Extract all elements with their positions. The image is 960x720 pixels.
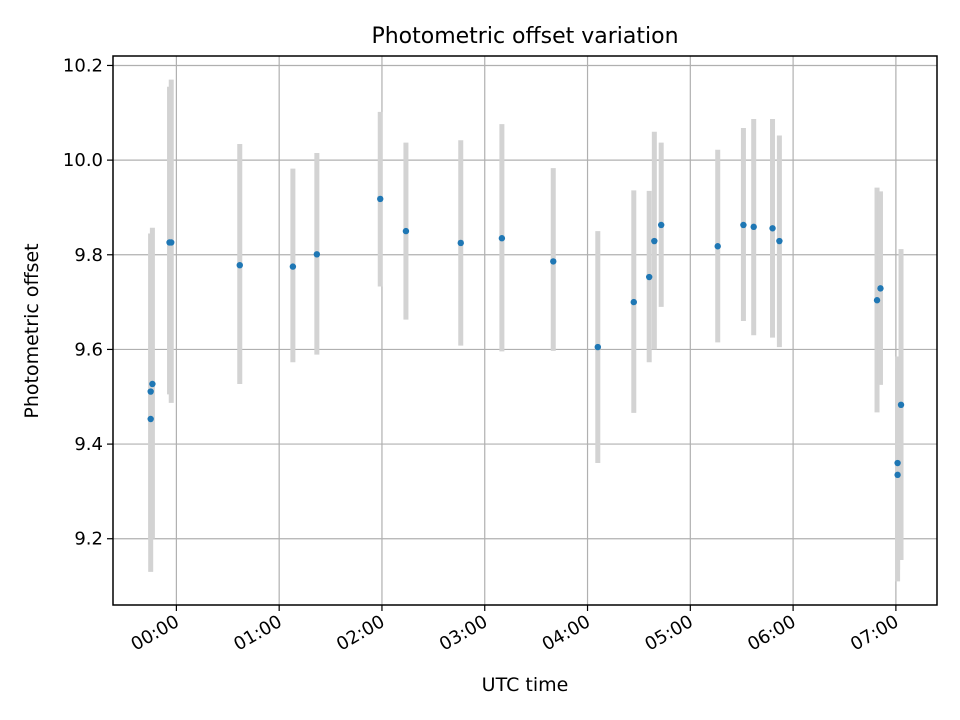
data-point: [651, 237, 658, 245]
plot-frame: [112, 55, 938, 606]
data-point: [630, 298, 637, 306]
grid-lines: [113, 56, 937, 605]
x-tick-label: 04:00: [539, 611, 594, 655]
y-axis-label: Photometric offset: [21, 243, 43, 418]
y-tick-label: 10.2: [63, 55, 103, 76]
x-tick-label: 02:00: [333, 611, 388, 655]
y-tick-label: 9.4: [74, 434, 103, 455]
data-point: [740, 221, 747, 229]
data-point: [149, 380, 156, 388]
data-point: [897, 401, 905, 409]
data-point: [377, 195, 384, 203]
data-point: [714, 243, 721, 250]
y-tick-label: 9.2: [74, 529, 103, 550]
data-point: [457, 239, 464, 247]
x-tick-label: 07:00: [847, 611, 902, 655]
x-tick-label: 01:00: [230, 611, 285, 655]
y-tick-label: 9.6: [74, 339, 103, 360]
data-point: [168, 239, 175, 246]
data-point: [236, 261, 243, 269]
x-tick-label: 03:00: [436, 611, 491, 655]
data-point: [750, 223, 757, 231]
data-point: [894, 459, 901, 467]
error-bars: [148, 79, 904, 582]
axis-ticks: 00:00 01:00 02:00 03:00 04:00 05:00 06:00 07:00…: [63, 55, 902, 655]
data-point: [769, 225, 776, 232]
y-tick-label: 10.0: [63, 150, 103, 171]
y-tick-label: 9.8: [74, 245, 103, 266]
data-point: [402, 227, 410, 235]
data-point: [289, 263, 297, 270]
data-point: [550, 258, 557, 265]
data-point: [147, 388, 154, 395]
data-point: [498, 235, 506, 242]
x-tick-label: 00:00: [127, 611, 182, 655]
data-point: [657, 221, 665, 229]
data-point: [594, 343, 602, 351]
data-point: [645, 273, 653, 281]
data-point: [147, 415, 154, 423]
data-point: [873, 297, 881, 304]
x-axis-label: UTC time: [482, 674, 569, 696]
chart-title: Photometric offset variation: [371, 24, 678, 49]
data-point: [877, 285, 884, 292]
data-point: [313, 251, 321, 258]
data-point: [776, 237, 783, 245]
x-tick-label: 05:00: [641, 611, 696, 655]
x-tick-label: 06:00: [744, 611, 799, 655]
data-point: [894, 471, 901, 479]
data-points: [147, 195, 905, 479]
